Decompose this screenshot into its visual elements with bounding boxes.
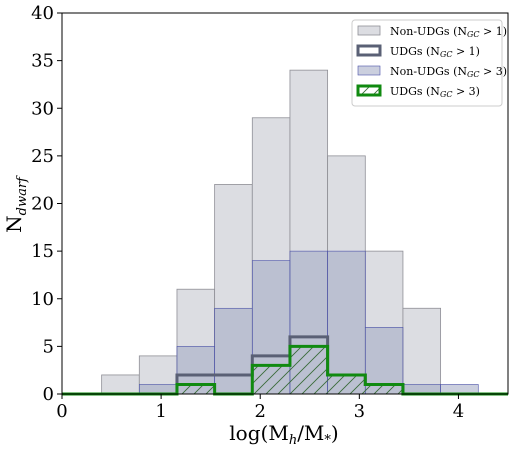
y-tick-label: 40 bbox=[31, 3, 54, 24]
legend-swatch bbox=[356, 84, 382, 97]
x-tick-label: 0 bbox=[56, 401, 67, 422]
bar-udg-gc3-hatch bbox=[252, 365, 290, 394]
y-tick-label: 20 bbox=[31, 194, 54, 215]
x-axis-label: log(Mh/M*) bbox=[229, 421, 338, 448]
bar-nonudg-gc1 bbox=[101, 374, 140, 395]
bar-udg-gc3-hatch bbox=[176, 384, 215, 394]
y-tick-label: 25 bbox=[31, 146, 54, 167]
legend-swatch bbox=[357, 25, 381, 36]
y-axis-label: Ndwarf bbox=[2, 175, 30, 233]
y-tick-label: 10 bbox=[31, 289, 54, 310]
y-tick-label: 15 bbox=[31, 241, 54, 262]
step-udg-gc3 bbox=[62, 344, 508, 396]
y-tick-label: 35 bbox=[31, 51, 54, 72]
x-tick-label: 1 bbox=[155, 401, 166, 422]
bar-udg-gc3-hatch bbox=[365, 384, 403, 394]
bars-layer bbox=[62, 69, 508, 396]
bar-nonudg-gc3 bbox=[327, 250, 366, 395]
legend-label: UDGs (NGC > 1) bbox=[390, 45, 480, 59]
x-tick-label: 3 bbox=[354, 401, 365, 422]
y-tick-label: 30 bbox=[31, 98, 54, 119]
x-tick-label: 2 bbox=[254, 401, 265, 422]
legend-label: Non-UDGs (NGC > 3) bbox=[390, 65, 507, 79]
legend-swatch bbox=[357, 65, 381, 76]
legend-label: UDGs (NGC > 3) bbox=[390, 85, 480, 99]
bar-nonudg-gc1 bbox=[402, 307, 442, 395]
bar-udg-gc3-hatch bbox=[327, 374, 366, 394]
bar-udg-gc3-hatch bbox=[289, 346, 328, 394]
x-tick-label: 4 bbox=[453, 401, 464, 422]
legend-label: Non-UDGs (NGC > 1) bbox=[390, 25, 507, 39]
bar-nonudg-gc3 bbox=[214, 307, 253, 395]
legend-swatch bbox=[356, 44, 382, 57]
y-tick-label: 0 bbox=[43, 384, 54, 405]
y-tick-label: 5 bbox=[43, 336, 54, 357]
legend-box bbox=[351, 19, 503, 107]
bar-nonudg-gc3 bbox=[364, 327, 404, 395]
legend: Non-UDGs (NGC > 1) UDGs (NGC > 1) Non-UDGs… bbox=[351, 19, 507, 107]
